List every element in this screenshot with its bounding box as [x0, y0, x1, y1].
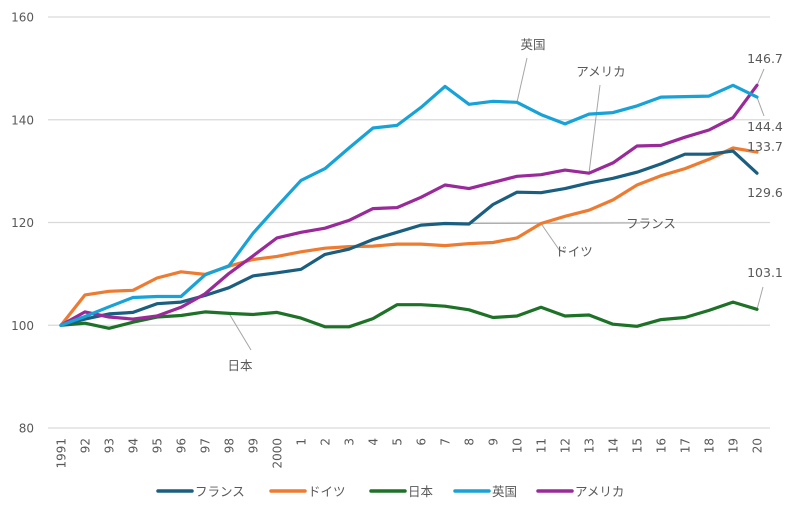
leader-line: [756, 68, 765, 86]
y-tick-label: 140: [11, 113, 34, 127]
series-line: [59, 83, 759, 327]
x-tick-label: 5: [391, 438, 405, 446]
legend-item: 日本: [369, 484, 434, 499]
leader-line: [540, 223, 566, 252]
x-tick-label: 2000: [271, 438, 285, 469]
legend-item: フランス: [156, 484, 245, 499]
leader-line: [756, 96, 765, 117]
annotation-label: アメリカ: [576, 64, 625, 79]
end-value-label: 144.4: [747, 119, 783, 134]
annotation-label: フランス: [626, 216, 676, 231]
legend-label: 日本: [408, 484, 434, 499]
x-tick-label: 15: [631, 438, 645, 453]
y-tick-label: 80: [19, 422, 34, 436]
leader-line: [588, 84, 601, 174]
legend-label: アメリカ: [575, 484, 624, 499]
x-tick-label: 14: [607, 438, 621, 453]
y-tick-label: 160: [11, 11, 34, 25]
x-tick-label: 19: [727, 438, 741, 453]
annotation-leaders: [228, 57, 765, 351]
legend-item: 英国: [453, 484, 517, 499]
x-tick-label: 4: [367, 438, 381, 446]
x-tick-label: 3: [343, 438, 357, 446]
leader-line: [228, 313, 252, 351]
x-tick-label: 12: [559, 438, 573, 453]
x-tick-label: 96: [175, 438, 189, 453]
x-tick-label: 6: [415, 438, 429, 446]
x-tick-label: 20: [751, 438, 765, 453]
x-tick-label: 10: [511, 438, 525, 453]
x-tick-label: 18: [703, 438, 717, 453]
gridlines: [48, 16, 770, 429]
leader-line: [756, 286, 764, 310]
x-tick-label: 8: [463, 438, 477, 446]
x-tick-label: 16: [655, 438, 669, 453]
end-value-label: 133.7: [747, 139, 783, 154]
x-tick-label: 95: [151, 438, 165, 453]
annotation-label: 英国: [520, 37, 545, 52]
y-tick-label: 120: [11, 216, 34, 230]
x-tick-label: 17: [679, 438, 693, 453]
legend: フランス ドイツ 日本 英国 アメリカ: [156, 484, 624, 499]
x-tick-label: 2: [319, 438, 333, 446]
legend-label: 英国: [492, 484, 517, 499]
x-axis: 1991 92 93 94 95 96 97 98 99 2000 1 2 3 4 5 6 7 8 9 10 11 12 1…: [55, 438, 765, 469]
y-axis: 80 100 120 140 160: [11, 11, 34, 436]
legend-item: アメリカ: [536, 484, 624, 499]
legend-item: ドイツ: [269, 484, 346, 499]
series-line: [59, 146, 759, 327]
leader-line: [516, 57, 528, 103]
series-line: [59, 300, 759, 330]
x-tick-label: 1: [295, 438, 309, 446]
x-tick-label: 99: [247, 438, 261, 453]
x-tick-label: 1991: [55, 438, 69, 469]
leader-line: [444, 222, 640, 225]
end-value-label: 103.1: [747, 265, 783, 280]
series-lines: [59, 83, 759, 330]
legend-label: ドイツ: [308, 484, 346, 499]
x-tick-label: 92: [79, 438, 93, 453]
end-value-label: 129.6: [747, 185, 783, 200]
x-tick-label: 93: [103, 438, 117, 453]
series-line: [59, 149, 759, 327]
x-tick-label: 11: [535, 438, 549, 453]
end-value-label: 146.7: [747, 51, 783, 66]
x-tick-label: 98: [223, 438, 237, 453]
series-line: [59, 83, 759, 327]
x-tick-label: 94: [127, 438, 141, 453]
end-value-labels: 146.7 144.4 133.7 129.6 103.1: [747, 51, 783, 280]
x-tick-label: 9: [487, 438, 501, 446]
x-tick-label: 7: [439, 438, 453, 446]
annotation-label: 日本: [227, 358, 253, 373]
annotation-label: ドイツ: [555, 244, 593, 259]
x-tick-label: 13: [583, 438, 597, 453]
legend-label: フランス: [195, 484, 245, 499]
x-tick-label: 97: [199, 438, 213, 453]
y-tick-label: 100: [11, 319, 34, 333]
